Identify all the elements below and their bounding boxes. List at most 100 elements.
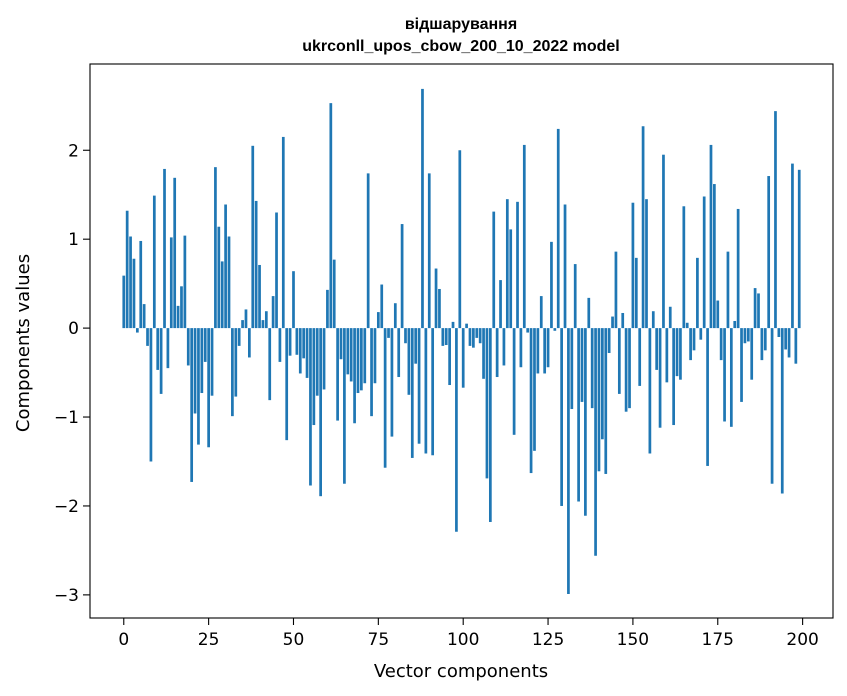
bar bbox=[533, 328, 536, 451]
bar bbox=[363, 328, 367, 384]
y-axis-label: Components values bbox=[13, 254, 34, 432]
bar bbox=[258, 264, 261, 329]
bar bbox=[522, 144, 526, 329]
bar bbox=[292, 271, 295, 329]
bar bbox=[719, 328, 723, 361]
bar bbox=[791, 163, 794, 329]
bar bbox=[319, 328, 322, 497]
y-tick-label: −3 bbox=[54, 586, 79, 606]
y-tick-label: 2 bbox=[68, 141, 79, 161]
bar bbox=[387, 328, 390, 338]
bar bbox=[757, 293, 760, 329]
bar bbox=[322, 328, 326, 390]
bar bbox=[645, 199, 648, 329]
bar bbox=[777, 328, 781, 337]
bar bbox=[475, 328, 479, 338]
bar bbox=[692, 328, 696, 351]
x-tick-label: 100 bbox=[447, 630, 479, 650]
bars-group bbox=[122, 88, 801, 594]
x-tick-label: 25 bbox=[198, 630, 220, 650]
bar bbox=[193, 328, 197, 414]
bar bbox=[567, 328, 570, 594]
bar bbox=[336, 328, 339, 421]
x-tick-label: 0 bbox=[118, 630, 129, 650]
bar bbox=[689, 328, 692, 361]
x-tick-label: 200 bbox=[786, 630, 818, 650]
bar bbox=[526, 328, 530, 333]
bar bbox=[332, 259, 336, 329]
y-tick-label: 0 bbox=[68, 319, 79, 339]
bar bbox=[641, 126, 645, 329]
bar bbox=[685, 322, 689, 329]
bar bbox=[176, 305, 180, 329]
bar bbox=[682, 206, 686, 329]
bar bbox=[580, 328, 584, 402]
bar bbox=[539, 296, 543, 329]
x-tick-label: 125 bbox=[532, 630, 564, 650]
bar bbox=[231, 328, 234, 417]
bar bbox=[560, 328, 563, 506]
bar bbox=[770, 328, 774, 484]
bar bbox=[210, 328, 214, 396]
bar bbox=[278, 328, 282, 362]
bar bbox=[217, 226, 221, 329]
bar bbox=[631, 202, 635, 329]
bar bbox=[424, 328, 428, 454]
bar bbox=[648, 328, 652, 454]
bar bbox=[672, 328, 675, 426]
bar bbox=[451, 321, 455, 329]
bar bbox=[655, 328, 659, 370]
bar bbox=[390, 328, 394, 437]
bar bbox=[237, 328, 241, 346]
bar bbox=[329, 103, 333, 329]
bar bbox=[546, 328, 550, 368]
plot-area-frame bbox=[89, 63, 834, 619]
bar bbox=[570, 328, 574, 410]
bar bbox=[135, 328, 139, 333]
bar bbox=[275, 212, 278, 329]
bar bbox=[512, 328, 516, 435]
bar bbox=[702, 196, 706, 329]
bar bbox=[315, 328, 319, 396]
bar bbox=[543, 328, 547, 374]
bar bbox=[180, 286, 183, 329]
bar bbox=[404, 328, 407, 344]
bar bbox=[421, 88, 424, 329]
bar bbox=[478, 328, 482, 344]
bar bbox=[397, 328, 401, 378]
bar bbox=[438, 288, 441, 329]
bar bbox=[624, 328, 628, 412]
bar bbox=[617, 328, 621, 394]
chart-title-line1: відшарування bbox=[405, 16, 517, 33]
bar bbox=[254, 200, 258, 329]
bar bbox=[787, 328, 791, 358]
bar bbox=[536, 328, 540, 374]
bar bbox=[797, 169, 801, 329]
bar bbox=[366, 173, 370, 329]
y-tick-label: 1 bbox=[68, 230, 79, 250]
bar bbox=[601, 328, 604, 440]
bar bbox=[129, 236, 132, 329]
bar bbox=[407, 328, 411, 395]
bar bbox=[509, 229, 513, 329]
bar bbox=[285, 328, 289, 441]
bar bbox=[750, 328, 754, 380]
bar bbox=[584, 328, 587, 516]
bar bbox=[173, 177, 177, 329]
bar bbox=[767, 176, 771, 329]
bar bbox=[662, 154, 665, 329]
bar bbox=[696, 257, 699, 329]
bar bbox=[142, 304, 146, 329]
bar bbox=[485, 328, 489, 479]
bar bbox=[607, 328, 611, 354]
bar bbox=[183, 235, 187, 329]
bar bbox=[563, 204, 567, 329]
y-axis-ticks: −3 −2 −1 0 1 2 bbox=[54, 141, 90, 606]
bar bbox=[234, 328, 238, 397]
bar bbox=[309, 328, 312, 486]
bar bbox=[349, 328, 353, 382]
bar bbox=[146, 328, 149, 346]
bar bbox=[159, 328, 163, 394]
bar bbox=[122, 275, 126, 329]
